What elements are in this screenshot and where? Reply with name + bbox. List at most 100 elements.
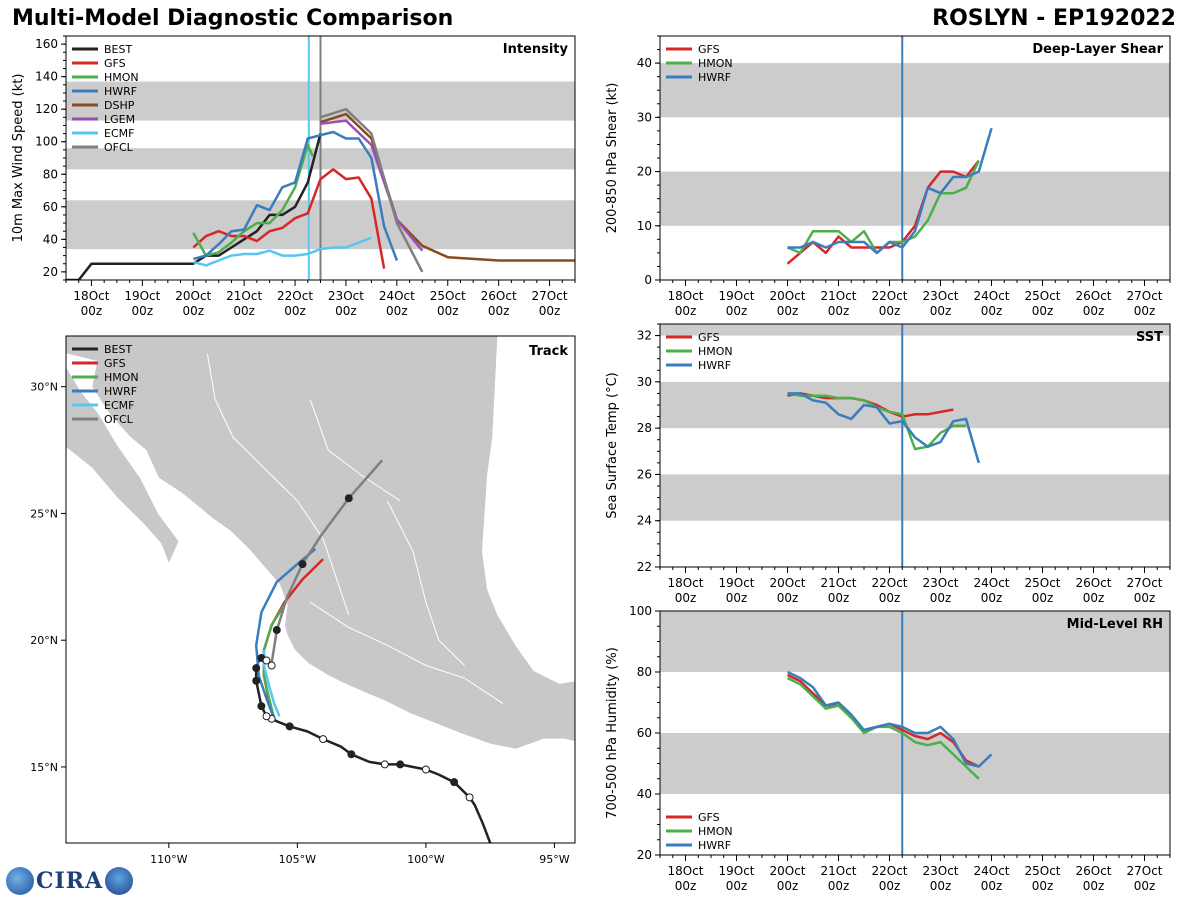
rh-xtick-label: 26Oct [1075, 864, 1111, 878]
intensity-ytick-label: 40 [43, 232, 58, 246]
best-track-marker [267, 661, 276, 670]
rh-xtick-label-sub: 00z [828, 879, 850, 893]
intensity-xtick-label-sub: 00z [182, 304, 204, 318]
rh-title: Mid-Level RH [1067, 617, 1163, 632]
intensity-legend-label-ofcl: OFCL [104, 141, 134, 154]
rh-xtick-label: 19Oct [718, 864, 754, 878]
intensity-band-2 [66, 81, 575, 121]
rh-xtick-label: 25Oct [1024, 864, 1060, 878]
rh-xtick-label-sub: 00z [1083, 879, 1105, 893]
ofcl-track-marker [272, 626, 281, 635]
intensity-series-ofcl [320, 107, 424, 273]
satellite-globe-icon [105, 867, 134, 895]
best-track-marker [421, 765, 430, 774]
shear-xtick-label-sub: 00z [777, 304, 799, 318]
rh-plot-area [660, 611, 1170, 855]
shear-band-0 [660, 171, 1170, 226]
intensity-xtick-label: 25Oct [430, 289, 466, 303]
best-track-marker [285, 722, 294, 731]
rh-ytick-label: 80 [637, 665, 652, 679]
rh-xtick-label: 20Oct [769, 864, 805, 878]
state-border-0 [206, 353, 285, 489]
sst-xtick-label: 21Oct [820, 576, 856, 590]
rh-band-1 [660, 611, 1170, 672]
rh-series-hwrf [786, 670, 993, 768]
intensity-xtick-label: 19Oct [124, 289, 160, 303]
sst-xtick-label: 18Oct [667, 576, 703, 590]
rh-xtick-label: 18Oct [667, 864, 703, 878]
intensity-xtick-label: 22Oct [277, 289, 313, 303]
track-plot-area [66, 336, 575, 843]
intensity-xtick-label: 18Oct [73, 289, 109, 303]
sst-xtick-label-sub: 00z [828, 591, 850, 605]
shear-series-hwrf [787, 127, 993, 255]
sst-xtick-label-sub: 00z [981, 591, 1003, 605]
intensity-legend-label-ecmf: ECMF [104, 127, 134, 140]
intensity-xtick-label-sub: 00z [488, 304, 510, 318]
cira-logo: CIRA [6, 867, 134, 895]
shear-xtick-label-sub: 00z [675, 304, 697, 318]
intensity-xtick-label-sub: 00z [132, 304, 154, 318]
track-legend-label-hwrf: HWRF [104, 385, 137, 398]
shear-title: Deep-Layer Shear [1032, 42, 1163, 57]
sst-title: SST [1136, 330, 1163, 345]
rh-xtick-label-sub: 00z [1032, 879, 1054, 893]
shear-xtick-label-sub: 00z [828, 304, 850, 318]
sst-ytick-label: 26 [637, 467, 652, 481]
intensity-ytick-label: 120 [35, 102, 58, 116]
state-border-3 [386, 500, 465, 666]
intensity-xtick-label: 27Oct [532, 289, 568, 303]
sst-xtick-label-sub: 00z [879, 591, 901, 605]
sst-xtick-label: 23Oct [922, 576, 958, 590]
sst-xtick-label-sub: 00z [675, 591, 697, 605]
intensity-xtick-label-sub: 00z [233, 304, 255, 318]
shear-xtick-label: 23Oct [922, 289, 958, 303]
state-border-1 [309, 399, 401, 502]
shear-xtick-label-sub: 00z [726, 304, 748, 318]
track-legend-label-hmon: HMON [104, 371, 139, 384]
state-border-4 [309, 601, 504, 705]
intensity-xtick-label: 24Oct [379, 289, 415, 303]
sst-legend-label-gfs: GFS [698, 331, 720, 344]
intensity-legend-label-dshp: DSHP [104, 99, 135, 112]
water-gulf-of-mexico [481, 336, 575, 684]
intensity-legend-label-hwrf: HWRF [104, 85, 137, 98]
track-series-gfs [262, 558, 324, 722]
ofcl-track-marker [344, 494, 353, 503]
sst-ytick-label: 24 [637, 514, 652, 528]
track-xtick-label: 100°W [407, 853, 444, 866]
state-border-2 [258, 462, 350, 616]
intensity-xtick-label-sub: 00z [81, 304, 103, 318]
best-track-marker [319, 735, 328, 744]
intensity-series-dshp [320, 112, 575, 262]
sst-xtick-label-sub: 00z [777, 591, 799, 605]
intensity-xtick-label-sub: 00z [437, 304, 459, 318]
track-xtick-label: 95°W [539, 853, 569, 866]
rh-xtick-label-sub: 00z [1134, 879, 1156, 893]
intensity-plot-area [66, 36, 575, 280]
rh-xtick-label-sub: 00z [879, 879, 901, 893]
sst-xtick-label-sub: 00z [930, 591, 952, 605]
shear-xtick-label: 20Oct [769, 289, 805, 303]
intensity-legend-label-gfs: GFS [104, 57, 126, 70]
logo-text: CIRA [36, 868, 104, 894]
rh-series-hmon [786, 676, 980, 780]
rh-xtick-label: 23Oct [922, 864, 958, 878]
page-title: Multi-Model Diagnostic Comparison [12, 6, 454, 31]
sst-xtick-label: 24Oct [973, 576, 1009, 590]
intensity-series-hwrf [192, 130, 399, 261]
track-legend-label-ofcl: OFCL [104, 413, 134, 426]
track-ytick-label: 15°N [30, 761, 58, 774]
intensity-series-hmon [192, 143, 315, 257]
sst-xtick-label: 20Oct [769, 576, 805, 590]
sst-band-0 [660, 474, 1170, 521]
intensity-frame [65, 35, 576, 281]
rh-legend-label-gfs: GFS [698, 811, 720, 824]
intensity-legend-label-best: BEST [104, 43, 132, 56]
shear-frame [659, 35, 1171, 281]
storm-name: ROSLYN - EP192022 [932, 6, 1176, 31]
shear-ytick-label: 10 [637, 219, 652, 233]
sst-legend-label-hwrf: HWRF [698, 359, 731, 372]
shear-legend-label-hmon: HMON [698, 57, 733, 70]
track-ytick-label: 25°N [30, 507, 58, 520]
